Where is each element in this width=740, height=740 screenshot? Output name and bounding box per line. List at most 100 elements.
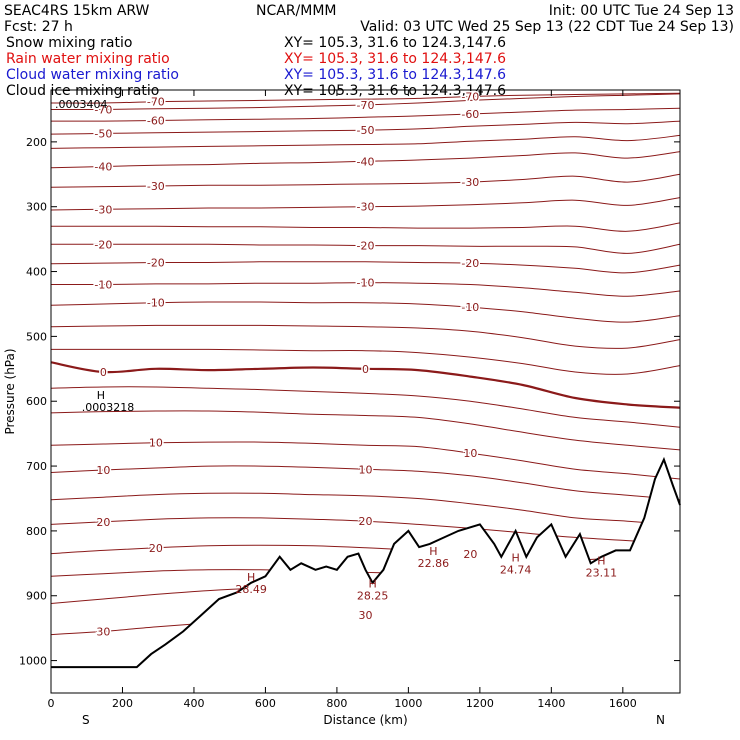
isotherm-label-10-1: -20 <box>461 257 479 270</box>
x-tick-label-5: 1000 <box>394 697 422 710</box>
y-tick-label-4: 600 <box>26 395 47 408</box>
isotherm-line-21 <box>51 517 680 545</box>
isotherm-label-12-1: -10 <box>461 301 479 314</box>
isotherm-line-20 <box>51 492 680 527</box>
terrain-fill <box>51 459 680 693</box>
isotherm-label-7-0: -30 <box>94 203 112 216</box>
isotherm-label-5-0: -40 <box>94 161 112 174</box>
field-snow-label: Snow mixing ratio <box>6 35 132 51</box>
high-value-1: 28.25 <box>357 589 389 602</box>
isotherm-line-19 <box>51 465 680 501</box>
isotherm-label-10-0: -20 <box>147 256 165 269</box>
isotherm-label-19-1: 10 <box>359 463 373 476</box>
isotherm-line-16 <box>51 386 680 428</box>
isotherm-line-1 <box>51 93 680 111</box>
y-tick-label-2: 400 <box>26 266 47 279</box>
field-cloud-water-xy: XY= 105.3, 31.6 to 124.3,147.6 <box>284 67 506 83</box>
valid-time: Valid: 03 UTC Wed 25 Sep 13 (22 CDT Tue … <box>360 19 734 35</box>
isotherm-line-5 <box>51 151 680 169</box>
x-tick-label-3: 600 <box>255 697 276 710</box>
field-cloud-ice-xy: XY= 105.3, 31.6 to 124.3,147.6 <box>284 83 506 99</box>
top-annotation: .0003404 <box>55 98 108 111</box>
isotherm-line-13 <box>51 324 680 349</box>
isotherm-label-12-0: -10 <box>147 297 165 310</box>
y-tick-label-6: 800 <box>26 525 47 538</box>
isotherm-label-6-0: -30 <box>147 180 165 193</box>
axes: 0 200 400 600 800 1000 1200 1400 160020030040050… <box>19 90 680 710</box>
high-marker-0: H <box>247 571 255 584</box>
model-title: SEAC4RS 15km ARW <box>4 3 150 19</box>
high-value-2: 22.86 <box>418 557 450 570</box>
isotherm-label-11-0: -10 <box>94 279 112 292</box>
y-tick-label-0: 200 <box>26 136 47 149</box>
isotherm-line-18 <box>51 441 680 480</box>
x-tick-label-8: 1600 <box>609 697 637 710</box>
y-tick-label-8: 1000 <box>19 655 47 668</box>
y-tick-label-1: 300 <box>26 201 47 214</box>
isotherm-line-10 <box>51 261 680 274</box>
contour-labels: -70 -70 -70 -70 -60 -60 -50 -50 -40 -40 -30 -30 -30 -… <box>93 89 618 640</box>
x-tick-label-6: 1200 <box>466 697 494 710</box>
isotherm-label-9-0: -20 <box>94 238 112 251</box>
isotherm-label-9-1: -20 <box>357 240 375 253</box>
isotherm-label-6-1: -30 <box>461 176 479 189</box>
isotherm-line-11 <box>51 282 680 297</box>
isotherm-label-18-0: 10 <box>149 437 163 450</box>
cloud-water-max-marker: H <box>97 389 105 402</box>
isotherm-label-11-1: -10 <box>357 277 375 290</box>
high-marker-3: H <box>511 551 519 564</box>
isotherm-label-5-1: -40 <box>357 155 375 168</box>
y-tick-label-3: 500 <box>26 330 47 343</box>
isotherm-line-2 <box>51 107 680 122</box>
isotherm-label-25-0: 30 <box>96 625 110 638</box>
isotherm-label-18-1: 10 <box>463 447 477 460</box>
x-tick-label-1: 200 <box>112 697 133 710</box>
isotherm-line-7 <box>51 197 680 211</box>
isotherm-line-14 <box>51 348 680 375</box>
forecast-hour: Fcst: 27 h <box>4 19 73 35</box>
terrain-group <box>51 456 681 693</box>
isotherm-line-0 <box>51 92 680 104</box>
isotherm-line-6 <box>51 173 680 188</box>
south-label: S <box>82 713 90 727</box>
isotherm-label-3-1: -50 <box>357 124 375 137</box>
init-time: Init: 00 UTC Tue 24 Sep 13 <box>549 3 734 19</box>
isotherm-label-22-1: 20 <box>463 548 477 561</box>
high-marker-1: H <box>369 577 377 590</box>
isotherm-label-7-1: -30 <box>357 201 375 214</box>
x-tick-label-4: 800 <box>326 697 347 710</box>
cloud-water-max-value: .0003218 <box>82 401 134 414</box>
isotherm-label-0-0: -70 <box>147 96 165 109</box>
north-label: N <box>656 713 665 727</box>
field-rain-xy: XY= 105.3, 31.6 to 124.3,147.6 <box>284 51 506 67</box>
center-title: NCAR/MMM <box>256 3 337 19</box>
isotherm-line-17 <box>51 410 680 451</box>
plot-frame <box>50 89 681 694</box>
isotherm-label-1-1: -70 <box>357 99 375 112</box>
high-value-4: 23.11 <box>586 567 618 580</box>
x-axis-label: Distance (km) <box>323 713 407 727</box>
isotherm-line-9 <box>51 243 680 254</box>
terrain-line <box>51 456 681 669</box>
isotherm-label-1-0: -70 <box>94 103 112 116</box>
isotherm-line-4 <box>51 134 680 149</box>
isotherm-label-21-0: 20 <box>96 516 110 529</box>
isotherm-line-15 <box>51 361 680 409</box>
isotherm-line-3 <box>51 120 680 135</box>
isotherm-label-21-1: 20 <box>359 515 373 528</box>
isotherm-label-19-0: 10 <box>96 464 110 477</box>
high-value-3: 24.74 <box>500 563 532 576</box>
isotherm-label-25-1: 30 <box>359 609 373 622</box>
isotherm-line-8 <box>51 222 680 232</box>
x-tick-label-0: 0 <box>48 697 55 710</box>
isotherm-label-22-0: 20 <box>149 542 163 555</box>
isotherm-label-15-0: 0 <box>100 366 107 379</box>
isotherm-label-0-1: -70 <box>461 90 479 103</box>
field-cloud-ice-label: Cloud ice mixing ratio <box>6 83 159 99</box>
y-tick-label-5: 700 <box>26 460 47 473</box>
x-tick-label-7: 1400 <box>537 697 565 710</box>
x-tick-label-2: 400 <box>183 697 204 710</box>
y-tick-label-7: 900 <box>26 590 47 603</box>
high-marker-2: H <box>429 545 437 558</box>
